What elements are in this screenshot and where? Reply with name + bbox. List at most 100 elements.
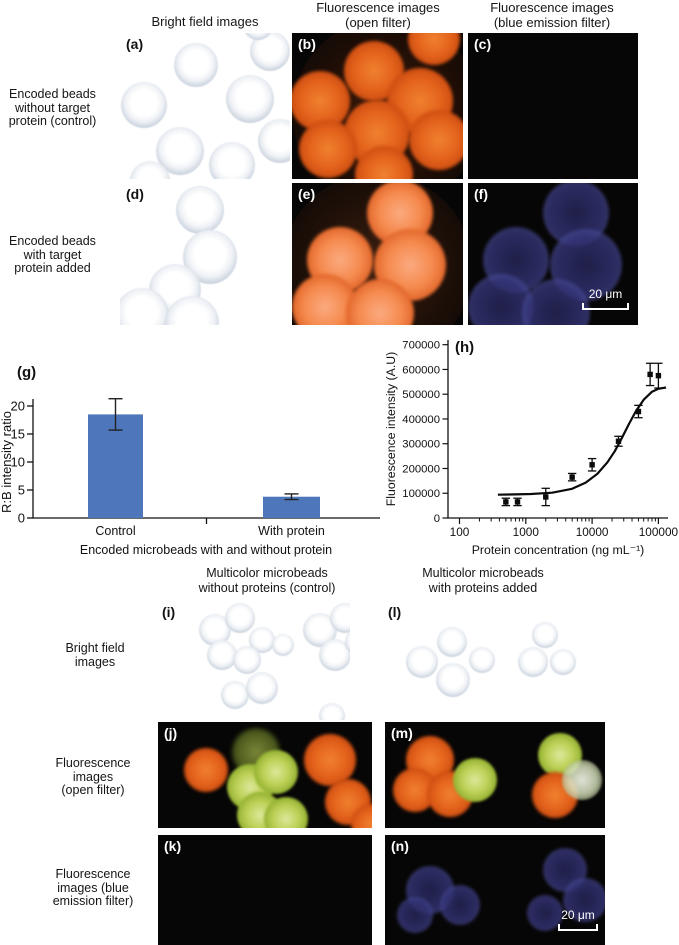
x-tick-label: 100000	[639, 525, 679, 539]
axis-g	[32, 399, 380, 519]
y-tick-label: 0	[434, 513, 440, 525]
x-axis-title-h: Protein concentration (ng mL⁻¹)	[472, 543, 645, 557]
panel-label-c: (c)	[474, 36, 492, 52]
panel-c-fluorescence-blue-control: (c)	[468, 33, 638, 179]
y-tick-label: 0	[18, 511, 25, 526]
panel-l-brightfield-multicolor-protein: (l)	[385, 600, 605, 720]
panel-label-l: (l)	[388, 604, 402, 620]
bead	[184, 748, 228, 792]
panel-n-fluorescence-blue-protein: (n) 20 μm	[385, 835, 605, 945]
panel-k-fluorescence-blue-control: (k)	[158, 835, 372, 945]
y-tick-label: 200000	[402, 463, 440, 475]
bead	[226, 75, 274, 123]
row-label-control-beads: Encoded beads without target protein (co…	[8, 87, 97, 128]
data-point	[615, 438, 622, 444]
bead	[272, 634, 294, 656]
y-tick-label: 10	[11, 455, 25, 470]
bead	[319, 703, 345, 720]
panel-label-k: (k)	[164, 838, 182, 854]
column-header-fluorescence-open: Fluorescence images (open filter)	[316, 0, 440, 30]
y-tick-label: 5	[18, 483, 25, 498]
bead	[440, 885, 480, 925]
bead	[264, 797, 308, 828]
y-axis-title-g: R:B intensity ratio	[0, 411, 14, 513]
panel-j-fluorescence-open-control: (j)	[158, 722, 372, 828]
panel-label-g: (g)	[17, 364, 36, 381]
panel-label-i: (i)	[162, 604, 176, 620]
y-tick-label: 400000	[402, 414, 440, 426]
x-category-label: With protein	[258, 524, 325, 538]
bead	[243, 33, 273, 40]
panel-label-h: (h)	[455, 339, 474, 356]
bead	[437, 627, 467, 657]
bead	[299, 120, 357, 178]
bead	[121, 82, 167, 128]
y-tick-label: 100000	[402, 488, 440, 500]
bead	[246, 672, 278, 704]
panel-label-e: (e)	[298, 186, 316, 202]
bead	[527, 895, 563, 931]
column-header-fluorescence-blue: Fluorescence images (blue emission filte…	[490, 0, 614, 30]
panel-label-f: (f)	[474, 186, 488, 202]
bead	[225, 603, 255, 633]
column-header-multicolor-protein: Multicolor microbeads with proteins adde…	[422, 566, 544, 595]
scale-bar-n-line	[558, 924, 598, 931]
bead	[319, 639, 350, 671]
bead	[174, 43, 218, 87]
bead	[550, 649, 576, 675]
data-point	[635, 408, 642, 415]
bead	[469, 647, 495, 673]
bar-with-protein	[263, 496, 320, 518]
fit-curve	[497, 386, 667, 496]
y-tick-label: 300000	[402, 439, 440, 451]
scale-bar-n: 20 μm	[558, 909, 598, 931]
bar-control	[88, 414, 143, 518]
data-point	[543, 494, 549, 500]
bead	[346, 279, 414, 325]
bead	[532, 622, 558, 648]
bead	[233, 646, 261, 674]
y-tick-label: 15	[11, 427, 25, 442]
panel-m-fluorescence-open-protein: (m)	[385, 722, 605, 828]
bead	[563, 878, 605, 922]
x-category-label: Control	[95, 524, 135, 538]
bead	[221, 681, 249, 709]
bead	[351, 804, 372, 828]
panel-d-brightfield-protein: (d)	[120, 183, 290, 325]
panel-label-n: (n)	[391, 838, 409, 854]
bead	[345, 629, 350, 655]
panel-e-fluorescence-open-protein: (e)	[292, 183, 463, 325]
bead	[304, 734, 356, 786]
bead	[562, 760, 602, 800]
y-tick-label: 20	[11, 399, 25, 414]
data-point	[503, 499, 509, 505]
scale-bar-n-text: 20 μm	[561, 908, 595, 922]
bead	[209, 142, 255, 179]
dose-response-chart: (h) 0 100000 200000 300000 400000 500000 600000…	[384, 339, 679, 557]
panel-b-fluorescence-open-control: (b)	[292, 33, 463, 179]
x-axis-title-g: Encoded microbeads with and without prot…	[80, 543, 332, 557]
panel-label-m: (m)	[391, 725, 413, 741]
row-label-fluorescence-open: Fluorescence images (open filter)	[55, 756, 131, 797]
panel-a-brightfield-control: (a)	[120, 33, 290, 179]
y-tick-label: 500000	[402, 389, 440, 401]
bead	[397, 897, 433, 933]
bead	[258, 119, 290, 163]
panel-label-d: (d)	[126, 186, 144, 202]
bead	[207, 640, 237, 670]
bead	[130, 161, 170, 179]
bead	[436, 663, 470, 697]
bead	[254, 750, 298, 794]
y-axis-title-h: Fluorescence intensity (A.U)	[384, 352, 398, 506]
bead	[406, 646, 438, 678]
panel-f-fluorescence-blue-protein: (f) 20 μm	[468, 183, 638, 325]
bar-chart-rb-intensity: (g) 0 5 10 15 20 Control With protein Encoded mi…	[0, 364, 380, 557]
data-point	[647, 371, 653, 378]
row-label-protein-beads: Encoded beads with target protein added	[9, 234, 96, 275]
bead	[453, 758, 497, 802]
bead	[518, 647, 548, 677]
y-tick-label: 700000	[402, 340, 440, 352]
row-label-brightfield: Bright field images	[65, 641, 125, 669]
column-header-bright-field: Bright field images	[151, 14, 259, 29]
